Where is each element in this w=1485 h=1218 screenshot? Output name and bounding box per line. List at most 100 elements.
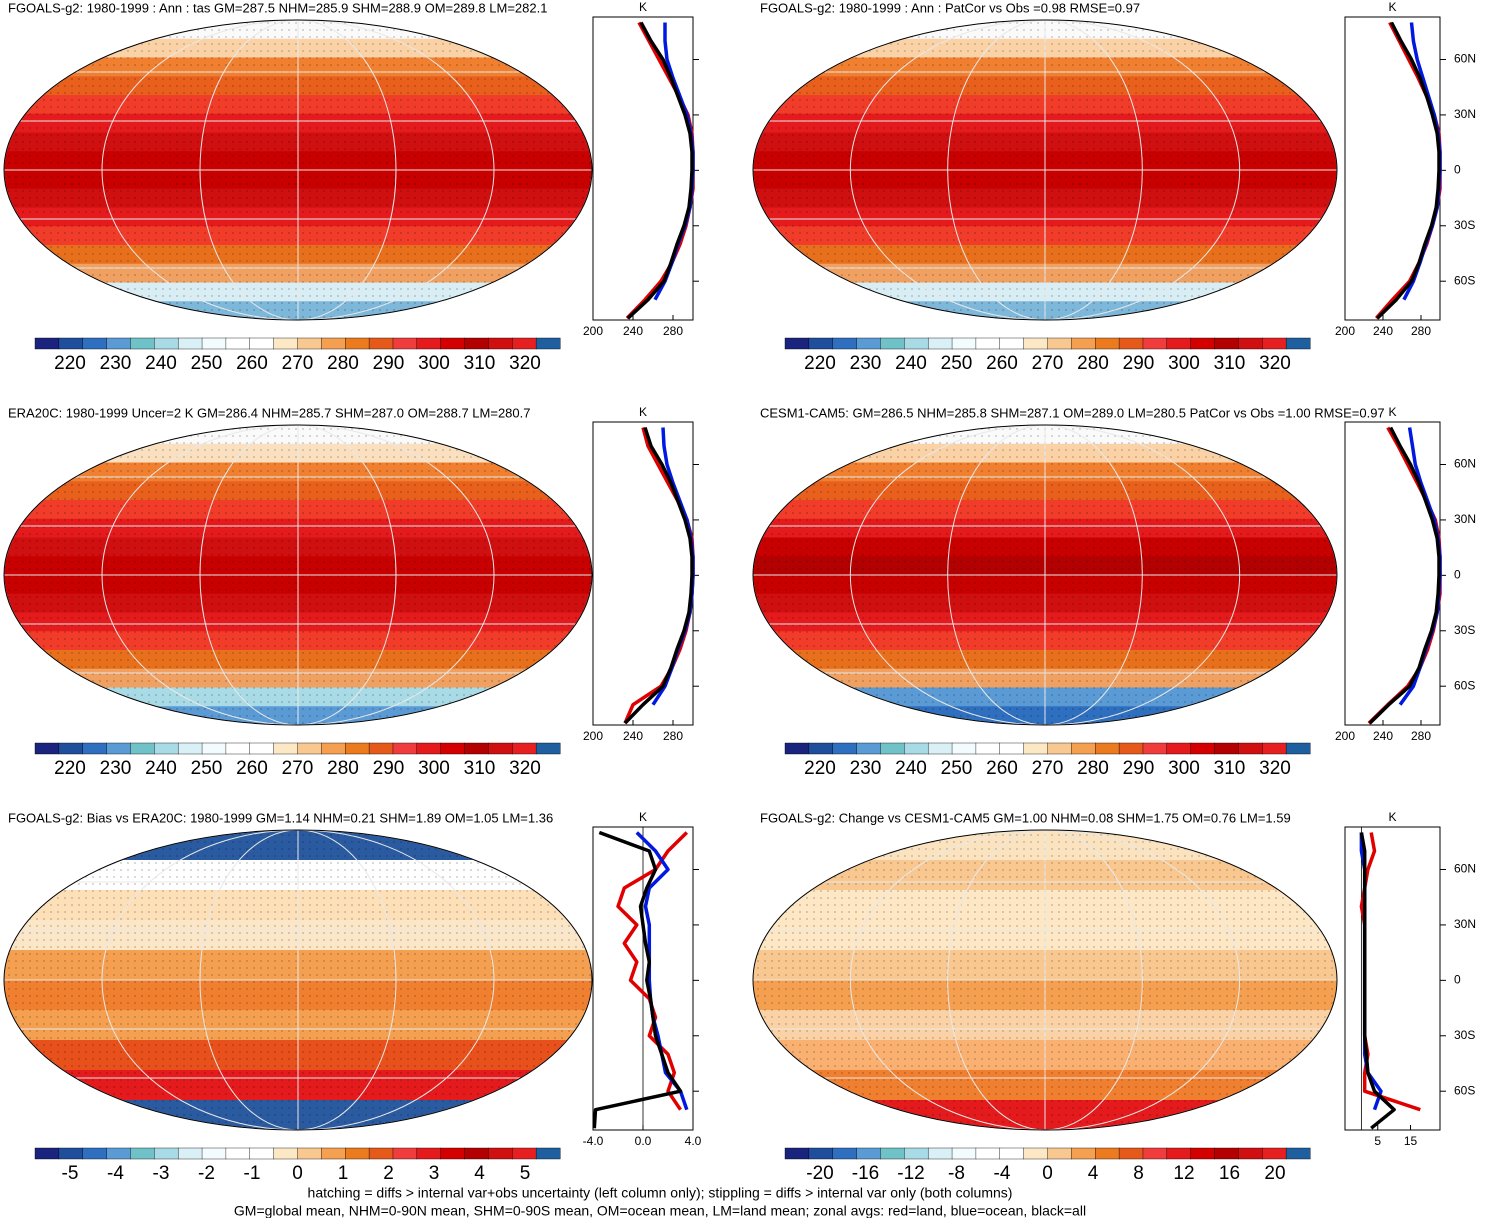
color-box xyxy=(880,337,905,350)
x-tick-label: 200 xyxy=(1335,729,1355,743)
meridian xyxy=(199,830,397,1130)
colorbar-label: -20 xyxy=(806,1163,833,1184)
zonal-line xyxy=(635,831,689,1111)
zonal-frame xyxy=(1344,826,1441,1131)
colorbar-label: 240 xyxy=(145,758,177,779)
color-box xyxy=(927,1147,953,1160)
color-box xyxy=(1023,742,1048,755)
map xyxy=(4,20,592,320)
color-box xyxy=(856,742,881,755)
color-box xyxy=(1285,337,1311,350)
color-box xyxy=(904,742,929,755)
color-box xyxy=(368,337,394,350)
color-box xyxy=(177,742,203,755)
color-box xyxy=(784,1147,810,1160)
colorbar-label: -8 xyxy=(948,1163,965,1184)
color-box xyxy=(856,337,881,350)
color-box xyxy=(201,1147,227,1160)
colorbar-label: -2 xyxy=(198,1163,215,1184)
colorbar-label: 220 xyxy=(804,353,836,374)
zonal-line xyxy=(1359,832,1421,1112)
color-box xyxy=(951,337,977,350)
color-box xyxy=(1166,337,1192,350)
colorbar-label: 0 xyxy=(292,1163,303,1184)
color-box xyxy=(58,1147,84,1160)
map xyxy=(4,830,592,1130)
color-box xyxy=(512,337,537,350)
color-box xyxy=(1071,1147,1096,1160)
zonal-line xyxy=(1359,832,1396,1130)
colorbar-label: 8 xyxy=(1133,1163,1144,1184)
colorbar-label: 310 xyxy=(464,353,496,374)
color-box xyxy=(297,1147,322,1160)
color-box xyxy=(1047,337,1072,350)
color-box xyxy=(904,337,929,350)
panel: FGOALS-g2: Change vs CESM1-CAM5 GM=1.00 … xyxy=(752,810,1476,1184)
colorbar-label: -3 xyxy=(153,1163,170,1184)
colorbar-label: -16 xyxy=(852,1163,879,1184)
zonal-line xyxy=(626,21,694,320)
color-box xyxy=(345,1147,370,1160)
panel-title: FGOALS-g2: Bias vs ERA20C: 1980-1999 GM=… xyxy=(8,810,553,825)
color-box xyxy=(416,337,442,350)
y-tick-label: 0 xyxy=(1454,163,1461,177)
color-box xyxy=(1262,337,1287,350)
color-box xyxy=(535,337,561,350)
colorbar-label: 16 xyxy=(1219,1163,1240,1184)
zonal-line xyxy=(1368,426,1441,725)
color-box xyxy=(440,1147,466,1160)
color-box xyxy=(177,1147,203,1160)
color-box xyxy=(225,742,251,755)
colorbar-label: 300 xyxy=(1168,758,1200,779)
x-tick-label: -4.0 xyxy=(583,1134,604,1148)
zonal-frame xyxy=(1344,421,1441,726)
color-box xyxy=(273,742,298,755)
x-tick-label: 200 xyxy=(583,324,603,338)
map-border xyxy=(3,424,593,726)
x-tick-label: 240 xyxy=(623,729,643,743)
panel-title: FGOALS-g2: 1980-1999 : Ann : tas GM=287.… xyxy=(8,0,547,15)
color-box xyxy=(106,742,131,755)
map xyxy=(753,830,1337,1130)
colorbar-label: 4 xyxy=(474,1163,485,1184)
color-box xyxy=(1118,337,1144,350)
y-tick-label: 30S xyxy=(1454,1028,1475,1042)
x-tick-label: 0.0 xyxy=(635,1134,652,1148)
meridian xyxy=(199,20,397,320)
color-box xyxy=(1238,1147,1263,1160)
zonal-line xyxy=(623,427,695,724)
color-box xyxy=(321,742,346,755)
color-box xyxy=(392,337,418,350)
color-box xyxy=(880,742,905,755)
colorbar-label: 300 xyxy=(418,353,450,374)
color-box xyxy=(1118,1147,1144,1160)
color-box xyxy=(880,1147,905,1160)
color-box xyxy=(1262,742,1287,755)
color-box xyxy=(225,337,251,350)
zonal-line xyxy=(1376,21,1441,320)
color-box xyxy=(808,337,834,350)
colorbar-label: 320 xyxy=(509,353,541,374)
color-box xyxy=(34,742,60,755)
color-box xyxy=(1190,1147,1216,1160)
colorbar-label: 240 xyxy=(895,758,927,779)
color-box xyxy=(1071,337,1096,350)
map-border xyxy=(752,19,1338,321)
x-tick-label: 5 xyxy=(1374,1134,1381,1148)
color-box xyxy=(999,742,1025,755)
colorbar-label: 270 xyxy=(282,353,314,374)
meridian xyxy=(849,20,1241,320)
unit-label: K xyxy=(639,810,647,824)
colorbar-label: 270 xyxy=(1032,758,1064,779)
color-box xyxy=(488,337,513,350)
map-border xyxy=(3,19,593,321)
color-box xyxy=(535,1147,561,1160)
color-box xyxy=(535,742,561,755)
y-tick-label: 30N xyxy=(1454,917,1476,931)
color-box xyxy=(512,742,537,755)
color-box xyxy=(999,337,1025,350)
x-tick-label: 15 xyxy=(1404,1134,1418,1148)
color-box xyxy=(488,1147,513,1160)
color-box xyxy=(273,1147,298,1160)
panel: ERA20C: 1980-1999 Uncer=2 K GM=286.4 NHM… xyxy=(3,405,699,779)
